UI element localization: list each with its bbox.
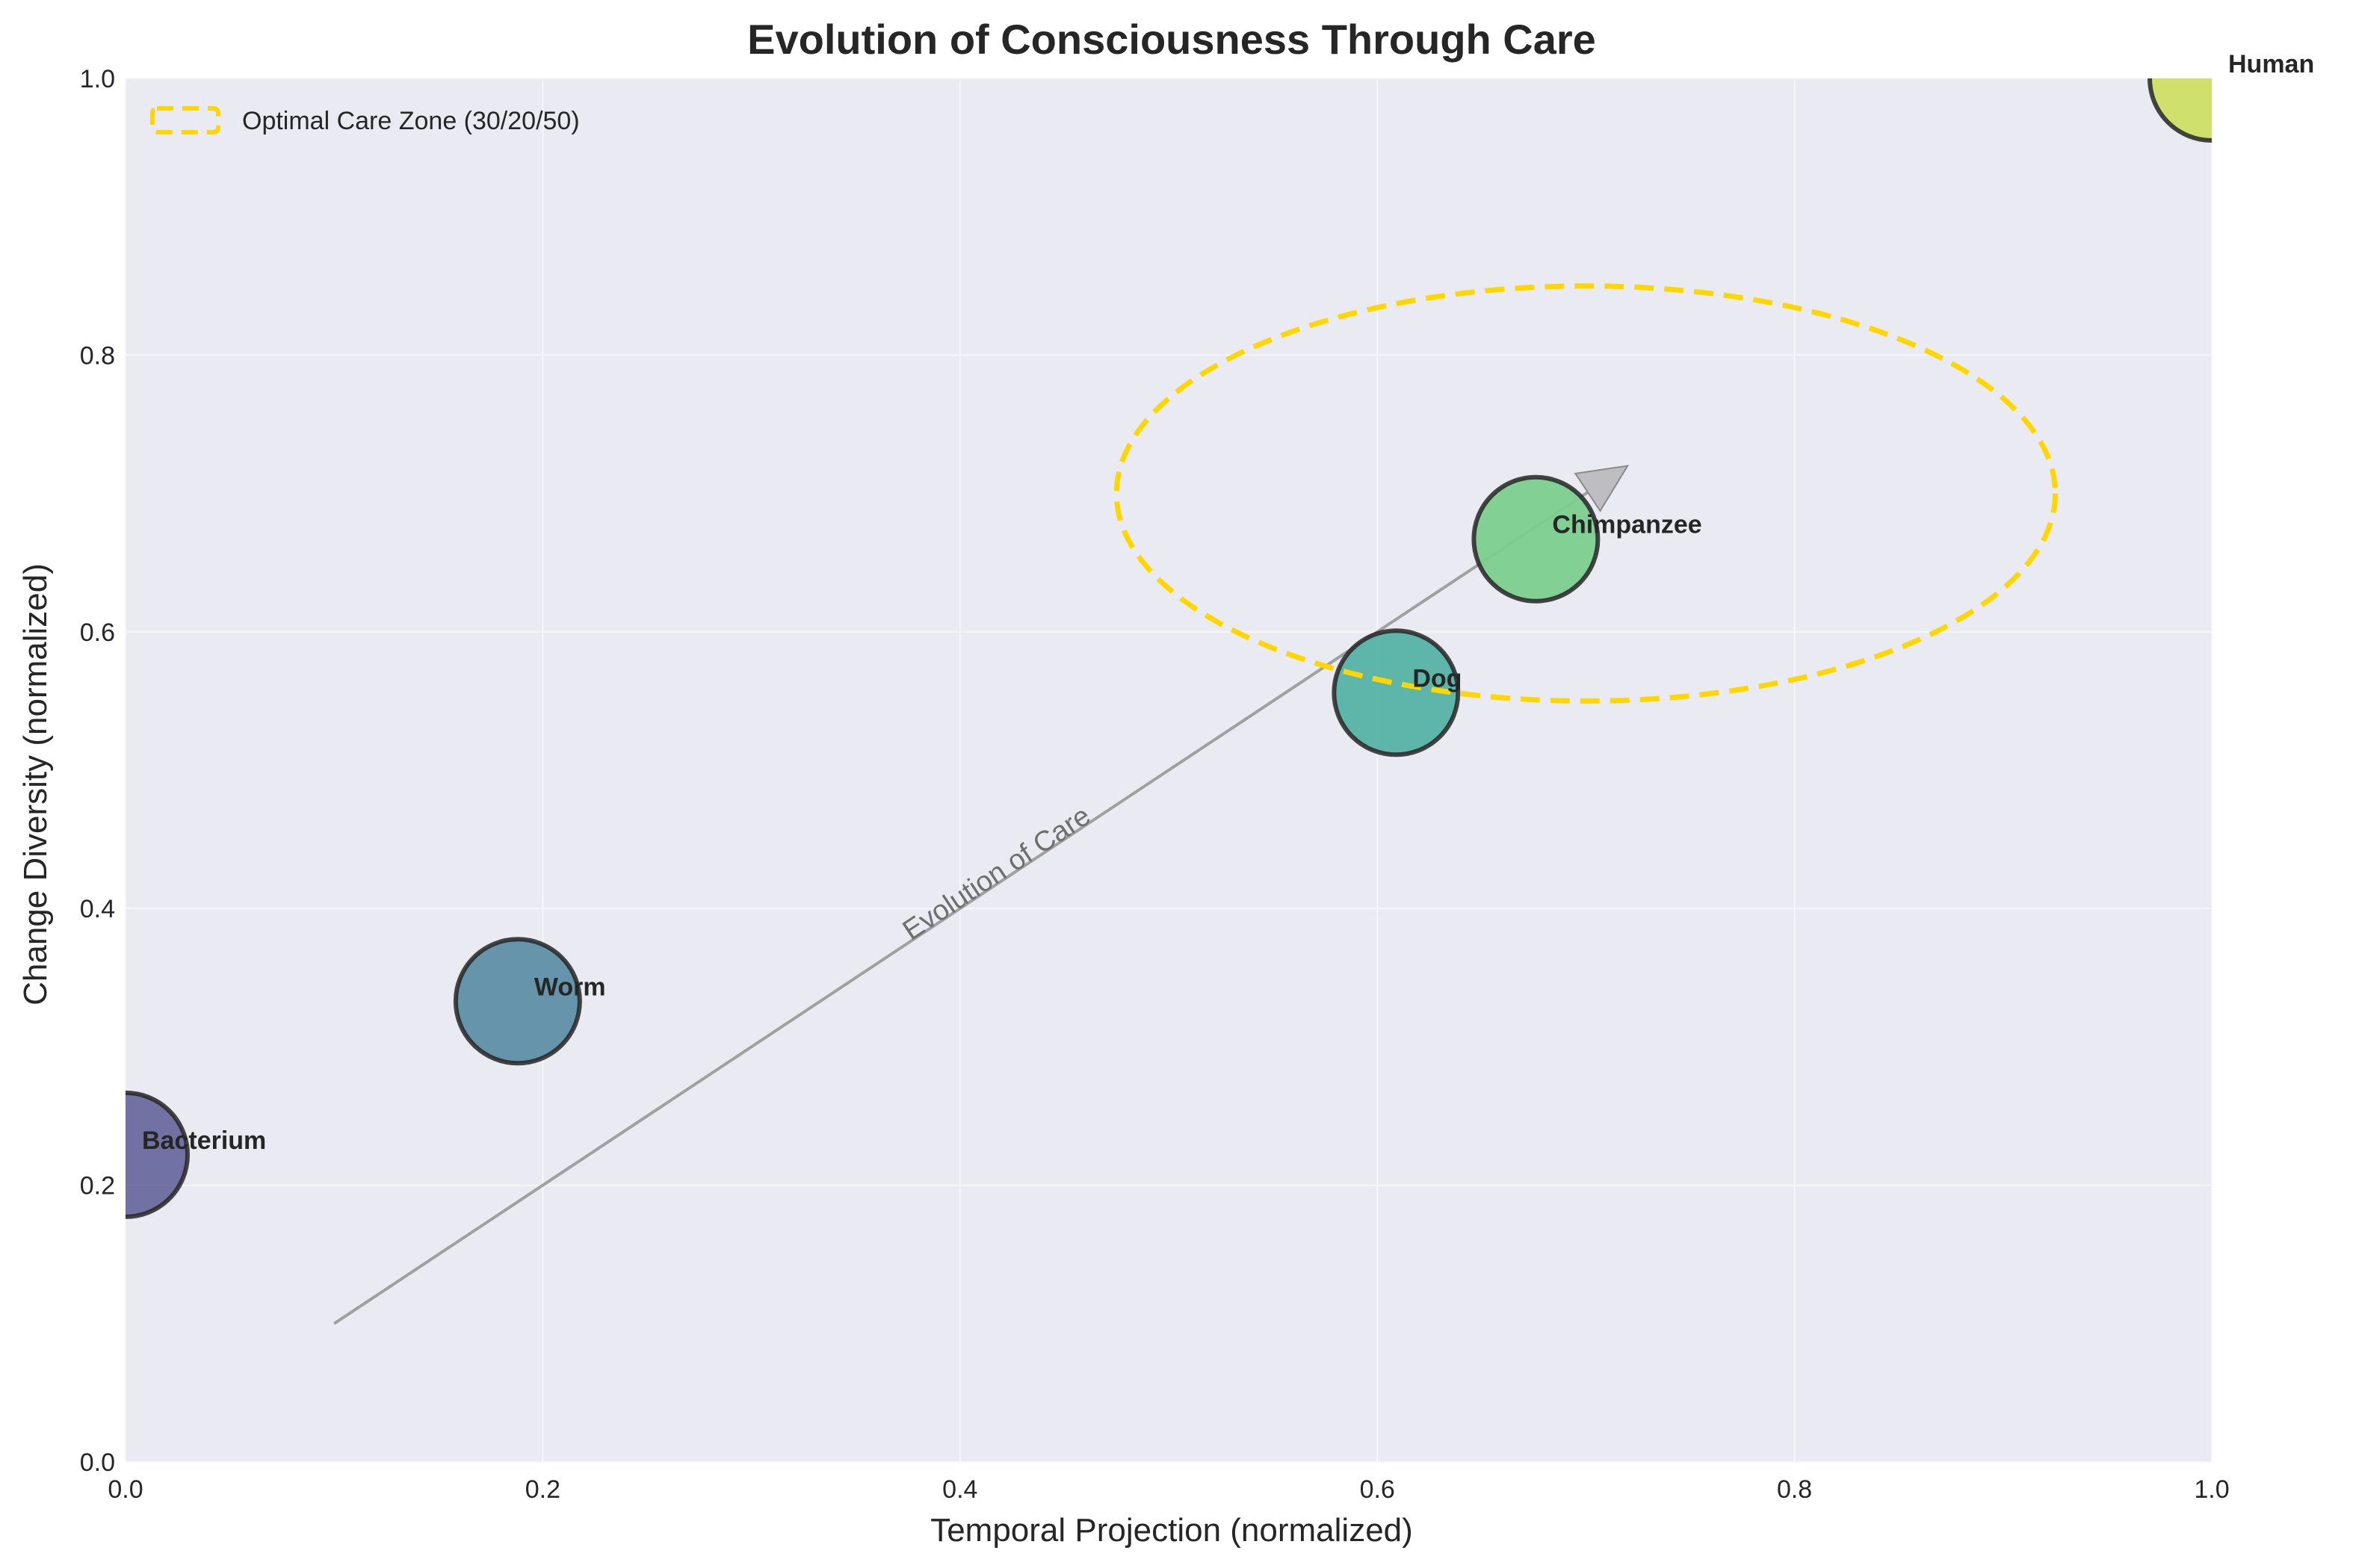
x-tick-label: 0.4	[942, 1475, 977, 1504]
x-tick-label: 0.6	[1360, 1475, 1395, 1504]
optimal-care-zone	[1113, 283, 2059, 704]
x-axis-label: Temporal Projection (normalized)	[930, 1512, 1413, 1549]
point-label-chimpanzee: Chimpanzee	[1552, 511, 1701, 539]
x-tick-label: 0.8	[1777, 1475, 1812, 1504]
y-tick-label: 0.0	[80, 1448, 115, 1477]
legend-swatch	[150, 106, 220, 134]
evolution-arrow-line	[333, 491, 1589, 1325]
legend: Optimal Care Zone (30/20/50)	[150, 106, 580, 135]
y-tick-label: 0.4	[80, 895, 115, 923]
point-label-human: Human	[2228, 50, 2314, 78]
point-label-dog: Dog	[1412, 664, 1462, 692]
y-tick-label: 0.6	[80, 619, 115, 647]
y-tick-label: 1.0	[80, 65, 115, 93]
point-label-bacterium: Bacterium	[142, 1127, 266, 1155]
x-tick-label: 0.0	[108, 1475, 143, 1504]
point-label-worm: Worm	[534, 973, 606, 1001]
data-marks	[64, 16, 2274, 1325]
plot-area: 0.0 0.2 0.4 0.6 0.8 1.0 0.0 0.2 0.4 0.6 0.8 1.0 Bact…	[64, 16, 2315, 1504]
chart-title: Evolution of Consciousness Through Care	[747, 16, 1596, 63]
legend-entry: Optimal Care Zone (30/20/50)	[242, 107, 580, 135]
y-tick-label: 0.8	[80, 341, 115, 370]
point-worm[interactable]	[453, 937, 582, 1066]
x-tick-label: 0.2	[525, 1475, 560, 1504]
point-chimpanzee[interactable]	[1471, 474, 1601, 604]
y-tick-label: 0.2	[80, 1172, 115, 1200]
point-bacterium[interactable]	[64, 1090, 190, 1219]
evolution-arrow-head	[1574, 465, 1630, 512]
point-human[interactable]	[2148, 16, 2274, 143]
x-tick-label: 1.0	[2194, 1475, 2229, 1504]
point-dog[interactable]	[1332, 628, 1461, 757]
y-axis-label: Change Diversity (normalized)	[17, 563, 54, 1005]
